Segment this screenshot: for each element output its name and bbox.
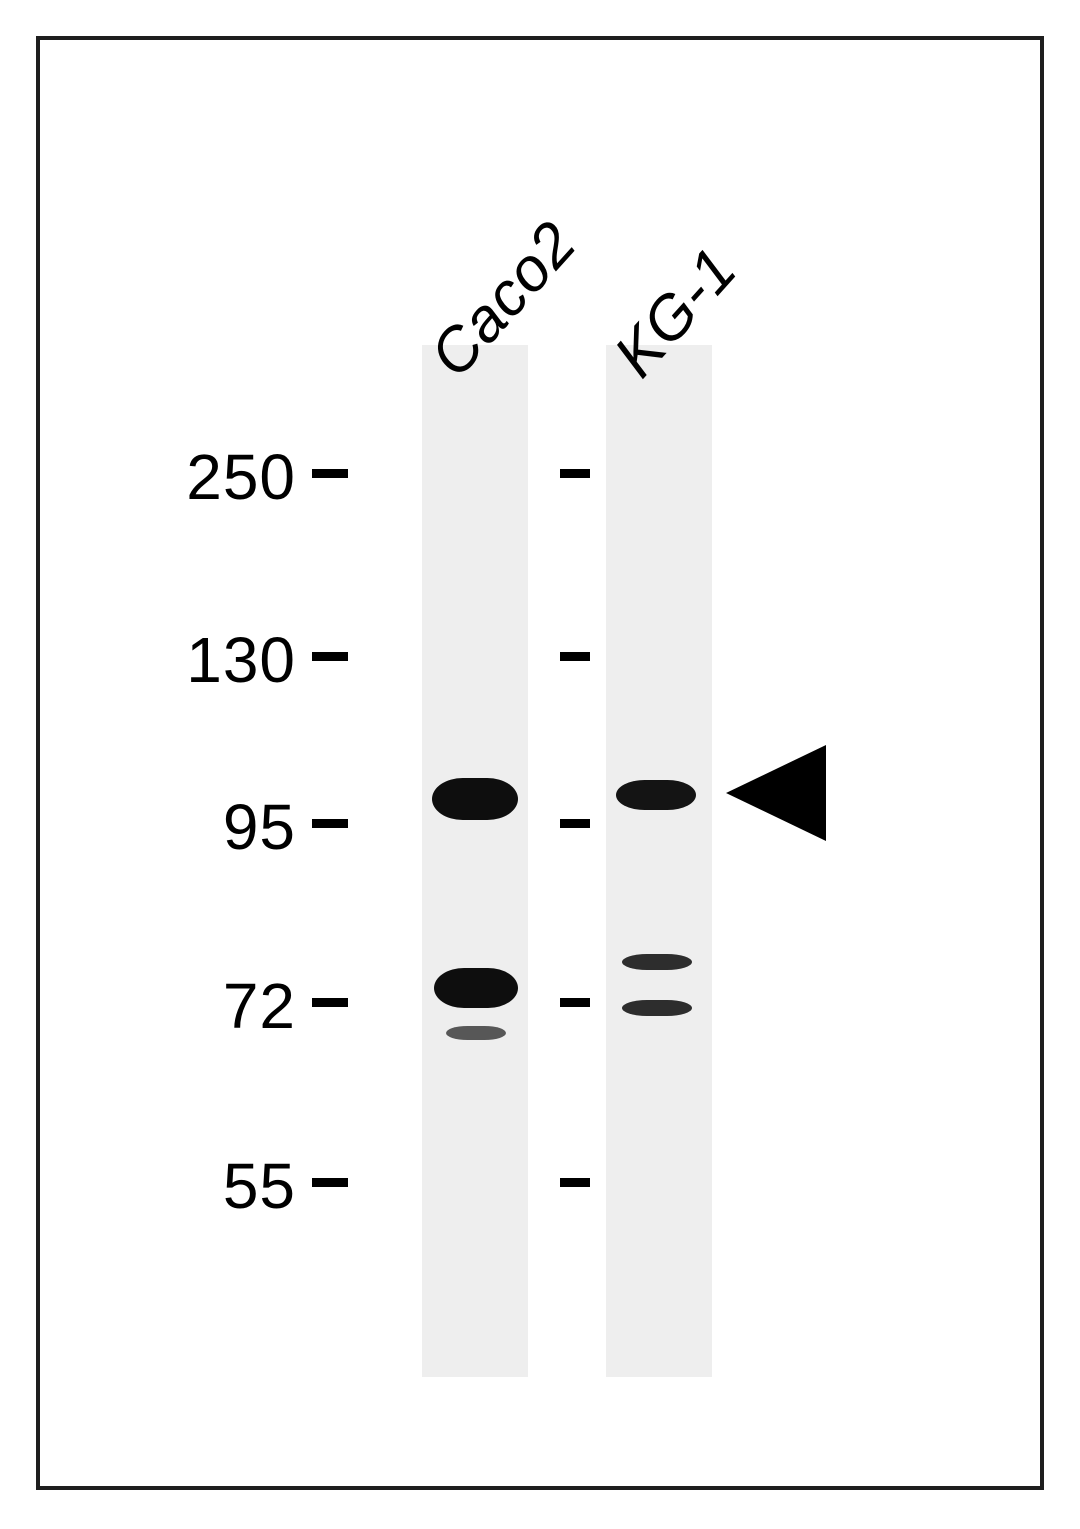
mw-midtick-72 <box>560 998 590 1007</box>
band-1 <box>434 968 518 1008</box>
band-0 <box>432 778 518 820</box>
mw-tick-72 <box>312 998 348 1007</box>
mw-midtick-95 <box>560 819 590 828</box>
mw-label-72: 72 <box>223 969 296 1043</box>
mw-midtick-130 <box>560 652 590 661</box>
band-4 <box>622 954 692 970</box>
mw-midtick-250 <box>560 469 590 478</box>
mw-tick-95 <box>312 819 348 828</box>
band-2 <box>446 1026 506 1040</box>
mw-label-55: 55 <box>223 1149 296 1223</box>
band-5 <box>622 1000 692 1016</box>
mw-label-250: 250 <box>186 440 296 514</box>
target-arrow-icon <box>726 745 826 841</box>
mw-midtick-55 <box>560 1178 590 1187</box>
lane-1 <box>422 345 528 1377</box>
mw-tick-130 <box>312 652 348 661</box>
mw-tick-55 <box>312 1178 348 1187</box>
lane-2 <box>606 345 712 1377</box>
mw-label-95: 95 <box>223 790 296 864</box>
band-3 <box>616 780 696 810</box>
mw-tick-250 <box>312 469 348 478</box>
mw-label-130: 130 <box>186 623 296 697</box>
